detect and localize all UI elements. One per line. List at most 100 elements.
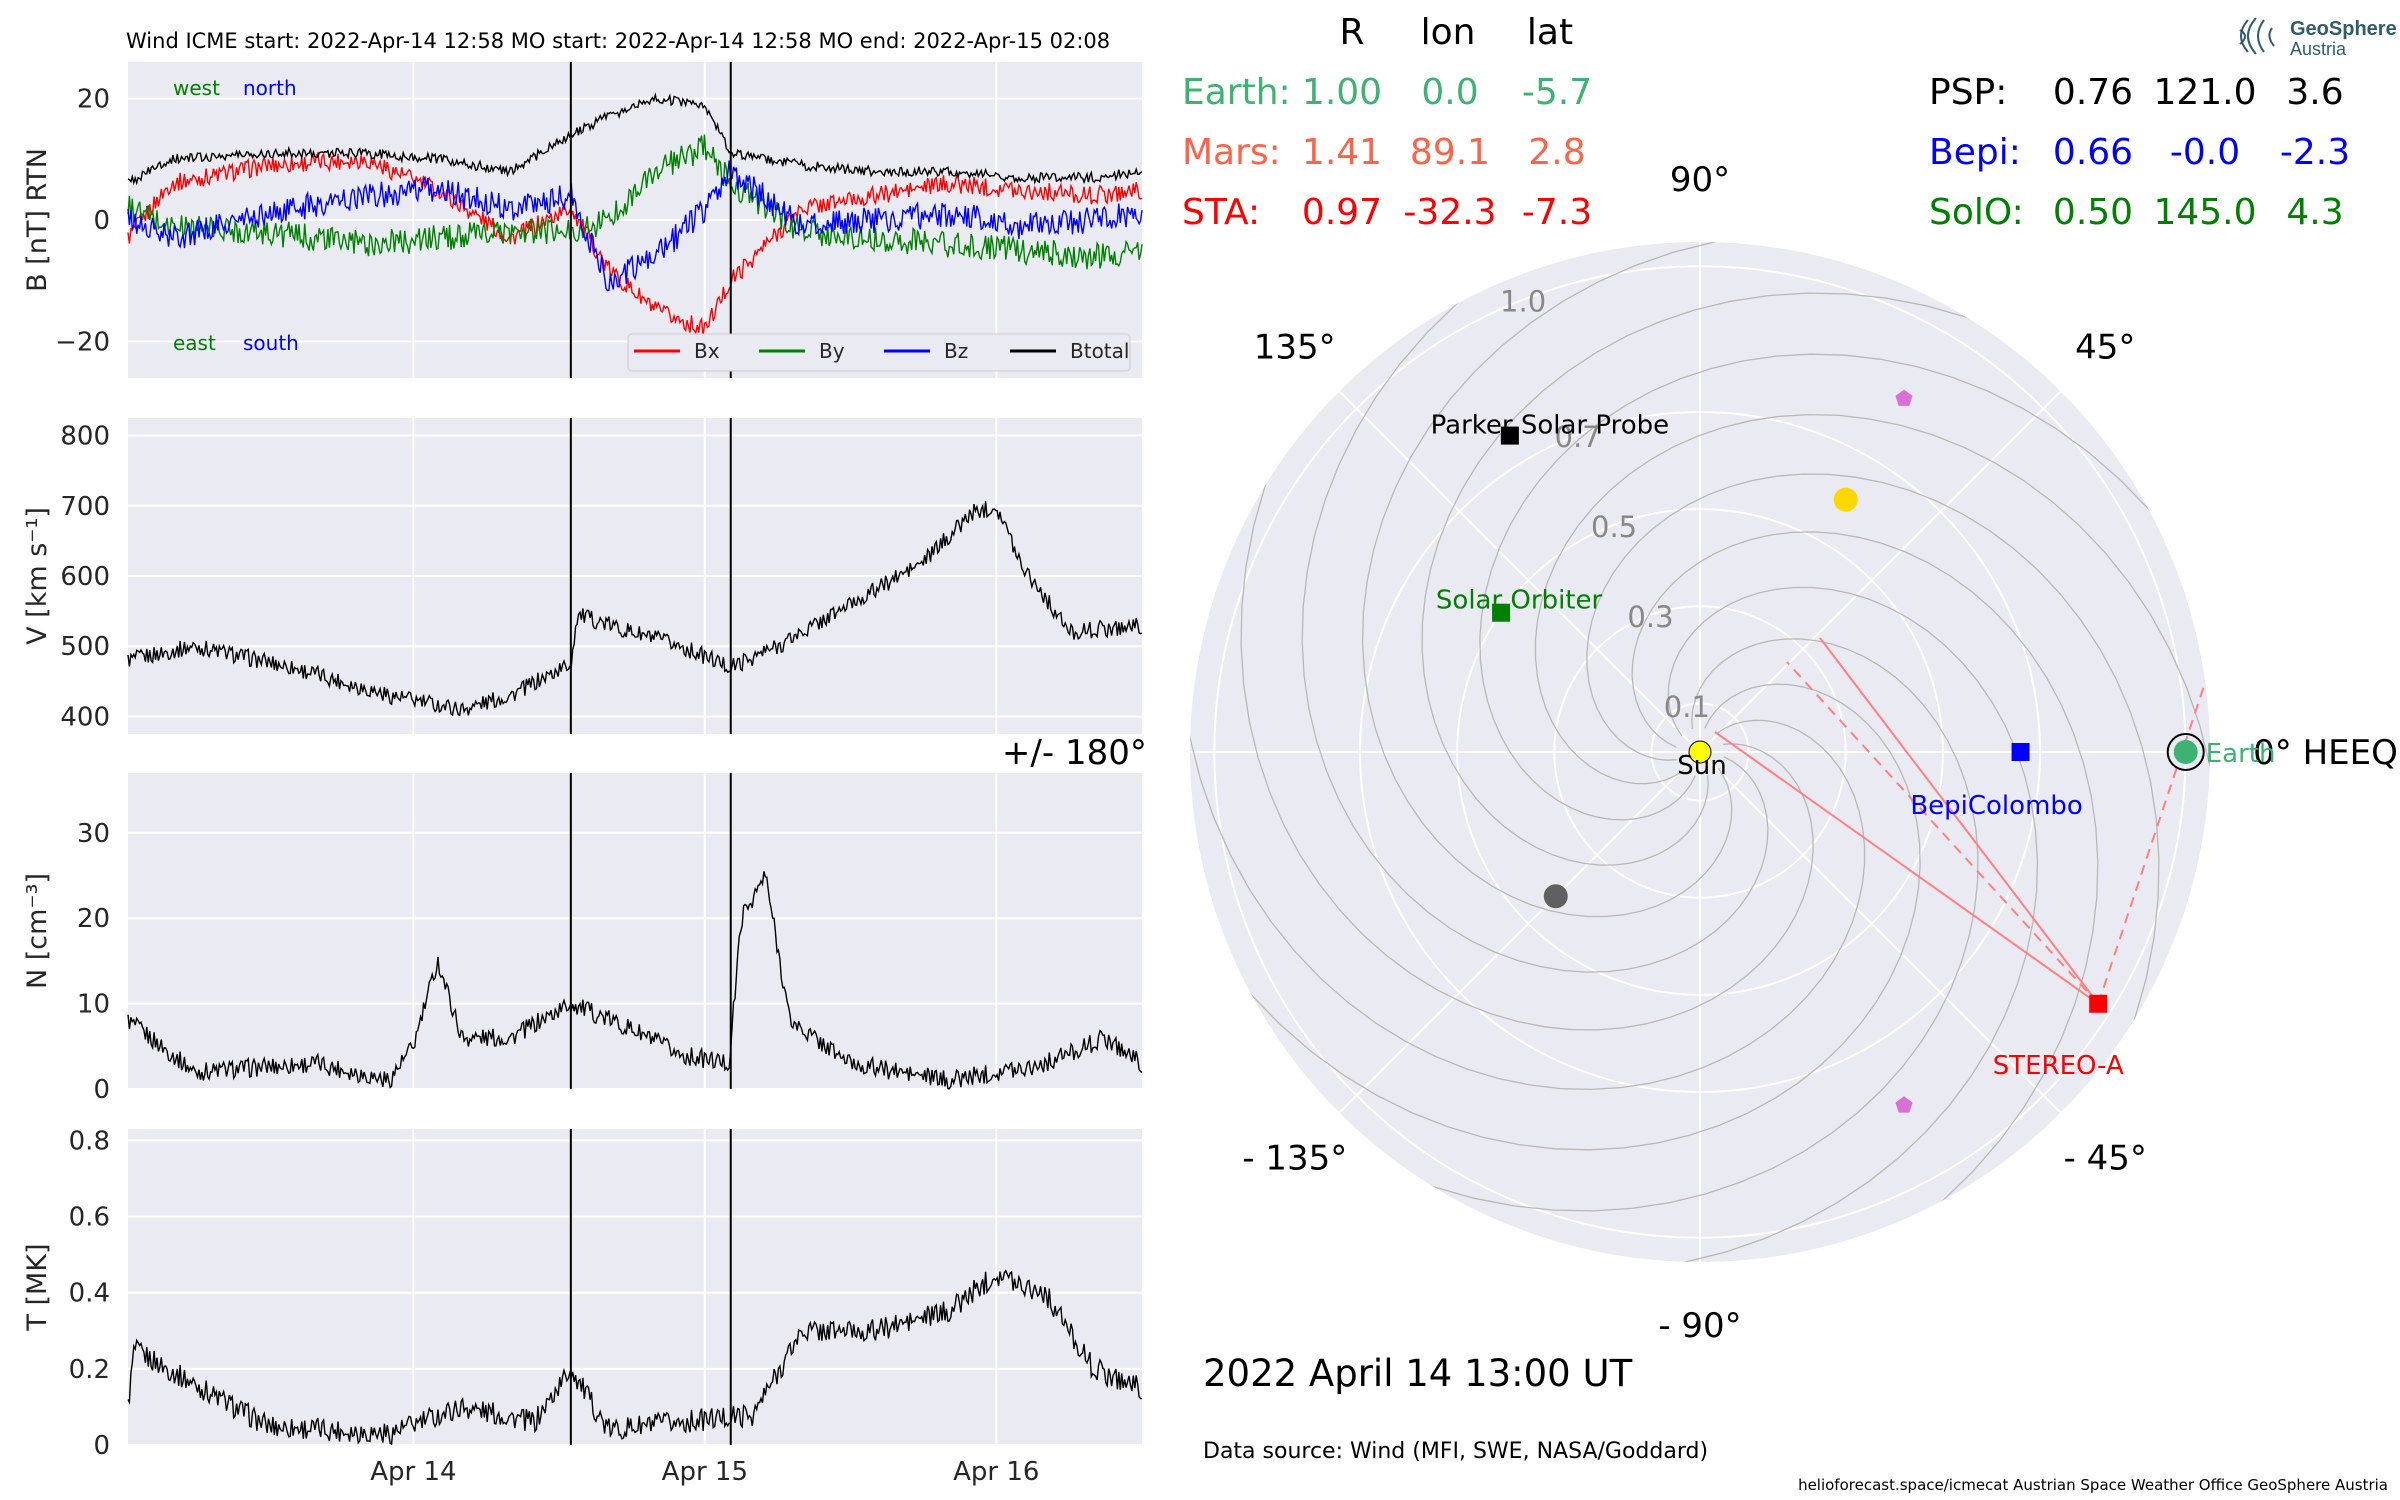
y-tick-label: 700 [60,492,110,522]
parker-spiral [1586,473,2160,1262]
table-header: R [1339,12,1364,53]
y-tick-label: 20 [77,84,110,114]
y-tick-label: 0 [93,206,110,236]
parker-spiral [1240,242,1814,1031]
y-tick-label: −20 [55,328,110,358]
y-tick-label: 20 [77,904,110,934]
parker-solar-probe-label: Parker Solar Probe [1431,411,1669,441]
table-row-r: 0.97 [1302,192,1382,233]
planet-marker [1833,487,1858,512]
angle-label: 0° HEEQ [2253,733,2398,773]
parker-spiral [1421,292,2210,866]
table-row-lon: 145.0 [2153,192,2256,233]
polar-spoke [1338,751,1701,1114]
fov-line [1819,637,2100,1005]
table-row-name: SolO: [1929,192,2024,233]
angle-label: - 135° [1242,1138,1347,1178]
table-row-lat: -7.3 [1522,192,1592,233]
table-row-lon: 121.0 [2153,72,2256,113]
series-line-bz [127,160,1143,292]
table-row-r: 0.66 [2053,132,2133,173]
magnetic-field-panel: 20 0 −20 B [nT] RTN west north east south Bx By Bz… [22,62,1143,378]
x-tick-label: Apr 14 [370,1457,456,1487]
r-tick-label: 0.3 [1627,600,1673,634]
corner-label-north: north [243,76,297,100]
x-tick-label: Apr 15 [662,1457,748,1487]
legend-label: Bx [694,339,720,363]
y-tick-label: 400 [60,702,110,732]
polar-position-plot: 0.1 0.3 0.5 0.7 1.0 0° HEEQ 45° 90° 135° +/- 180°… [1002,160,2398,1346]
series-line-v [127,501,1143,717]
corner-label-east: east [173,331,216,355]
r-tick-label: 0.1 [1664,690,1710,724]
angle-label: 90° [1670,160,1730,200]
y-tick-label: 800 [60,422,110,452]
y-axis-label: N [cm⁻³] [22,873,53,989]
sun-label: Sun [1677,751,1726,781]
polar-spoke [1699,390,2062,753]
logo-line1: GeoSphere [2290,18,2397,40]
table-row-lon: 0.0 [1421,72,1478,113]
axes-background [128,773,1142,1089]
table-row-name: STA: [1182,192,1260,233]
y-tick-label: 600 [60,562,110,592]
earth-ring [2166,733,2205,771]
legend-frame [627,333,1131,372]
table-row-lat: 2.8 [1528,132,1585,173]
temperature-panel: 0.8 0.6 0.4 0.2 0 T [MK] Apr 14 Apr 15 Apr 16 [22,1126,1143,1487]
y-tick-label: 0 [93,1431,110,1461]
legend: Bx By Bz Btotal [627,333,1131,372]
table-row-r: 1.00 [1302,72,1382,113]
legend-label: Btotal [1070,339,1129,363]
polar-spoke [1699,751,2062,1114]
density-panel: 30 20 10 0 N [cm⁻³] [22,773,1143,1105]
angle-label: +/- 180° [1002,733,1147,773]
table-row-lon: -32.3 [1403,192,1496,233]
stereo-a-fov [1714,637,2210,1005]
angle-label: - 45° [2064,1138,2147,1178]
series-line-bx [127,150,1143,338]
table-row-name: Bepi: [1929,132,2021,173]
table-row-name: PSP: [1929,72,2007,113]
logo-line2: Austria [2290,39,2347,59]
r-tick-label: 0.7 [1555,420,1601,454]
bepicolombo-label: BepiColombo [1910,791,2083,821]
table-row-lat: 4.3 [2286,192,2343,233]
fov-line [1714,731,2099,1005]
corner-label-south: south [243,331,299,355]
y-tick-label: 30 [77,819,110,849]
r-tick-label: 0.5 [1591,510,1637,544]
legend-label: Bz [944,339,968,363]
parker-spiral [1534,413,2210,1200]
speed-panel: 800 700 600 500 400 V [km s⁻¹] [22,418,1143,734]
y-tick-label: 0.4 [69,1279,110,1309]
table-header: lon [1421,12,1476,53]
planet-marker [1895,1096,1913,1113]
table-row-r: 0.50 [2053,192,2133,233]
table-row-lon: -0.0 [2170,132,2240,173]
fov-line [1786,661,2099,1005]
data-source: Data source: Wind (MFI, SWE, NASA/Goddar… [1203,1439,1708,1464]
parker-spiral [1190,304,1866,1091]
planet-marker [1543,884,1568,909]
stereo-a-marker [2089,994,2108,1013]
series-line-t [127,1269,1143,1445]
table-row-lat: -2.3 [2280,132,2350,173]
y-tick-label: 500 [60,632,110,662]
r-tick-label: 1.0 [1500,285,1546,319]
table-row-name: Earth: [1182,72,1291,113]
y-axis-label: B [nT] RTN [22,148,53,292]
parker-spiral [1361,242,2148,918]
legend-label: By [819,339,845,363]
parker-spiral [1190,638,1979,1212]
solar-orbiter-marker [1492,603,1511,622]
series-line-n [127,871,1143,1090]
table-row-r: 1.41 [1302,132,1382,173]
earth-label: Earth [2206,739,2276,769]
y-tick-label: 0.6 [69,1203,110,1233]
table-header: lat [1527,12,1573,53]
bepicolombo-marker [2011,743,2030,761]
footer-credits: helioforecast.space/icmecat Austrian Spa… [1798,1476,2388,1494]
y-tick-label: 0.8 [69,1126,110,1156]
